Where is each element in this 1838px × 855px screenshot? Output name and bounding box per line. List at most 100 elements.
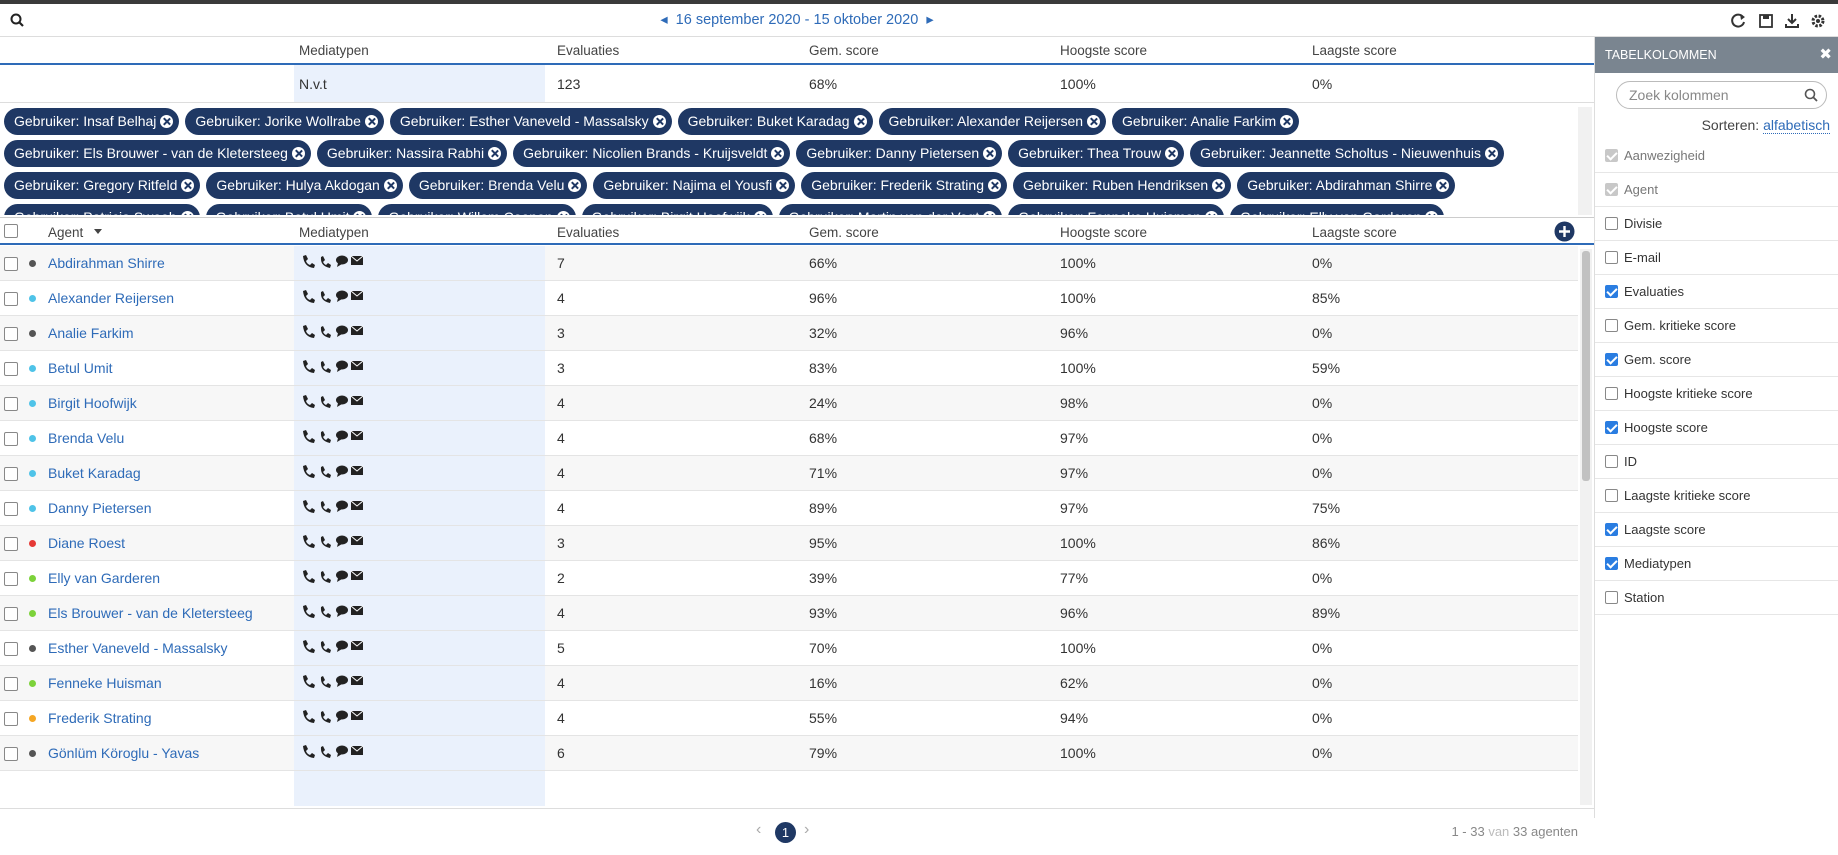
filter-chip[interactable]: Gebruiker: Jeannette Scholtus - Nieuwenh…: [1190, 140, 1505, 167]
column-checkbox[interactable]: [1605, 489, 1618, 502]
column-header[interactable]: Gem. score: [809, 225, 879, 240]
remove-filter[interactable]: [160, 115, 174, 128]
filter-chip[interactable]: Gebruiker: Thea Trouw: [1008, 140, 1185, 167]
remove-filter[interactable]: [1165, 147, 1179, 160]
next-page[interactable]: ›: [804, 821, 810, 838]
filter-chip[interactable]: Gebruiker: Ruben Hendriksen: [1012, 172, 1232, 199]
save-icon[interactable]: [1759, 14, 1773, 28]
column-option[interactable]: Laagste kritieke score: [1595, 479, 1838, 513]
column-option[interactable]: Hoogste score: [1595, 411, 1838, 445]
remove-filter[interactable]: [180, 211, 194, 215]
refresh-icon[interactable]: [1731, 13, 1745, 28]
remove-filter[interactable]: [771, 147, 785, 160]
search-icon[interactable]: [10, 13, 24, 27]
row-checkbox[interactable]: [4, 327, 18, 341]
row-checkbox[interactable]: [4, 712, 18, 726]
column-option[interactable]: Mediatypen: [1595, 547, 1838, 581]
row-checkbox[interactable]: [4, 292, 18, 306]
agent-name[interactable]: Analie Farkim: [48, 325, 134, 341]
filter-chip[interactable]: Gebruiker: Frederik Strating: [801, 172, 1007, 199]
remove-filter[interactable]: [753, 211, 767, 215]
filter-chip[interactable]: Gebruiker: Betul Umit: [205, 204, 373, 215]
date-range[interactable]: 16 september 2020 - 15 oktober 2020: [675, 12, 919, 28]
agent-name[interactable]: Abdirahman Shirre: [48, 255, 165, 271]
column-option[interactable]: E-mail: [1595, 241, 1838, 275]
next-arrow[interactable]: ▸: [926, 12, 934, 28]
column-search[interactable]: Zoek kolommen: [1616, 81, 1827, 109]
remove-filter[interactable]: [556, 211, 570, 215]
column-option[interactable]: Divisie: [1595, 207, 1838, 241]
remove-filter[interactable]: [353, 211, 367, 215]
close-panel[interactable]: ✖: [1819, 46, 1832, 63]
remove-filter[interactable]: [181, 179, 195, 192]
filter-chip[interactable]: Gebruiker: Martin van der Vogt: [778, 204, 1003, 215]
remove-filter[interactable]: [853, 115, 867, 128]
sort-value[interactable]: alfabetisch: [1763, 117, 1830, 134]
column-option[interactable]: Hoogste kritieke score: [1595, 377, 1838, 411]
column-checkbox[interactable]: [1605, 523, 1618, 536]
row-checkbox[interactable]: [4, 572, 18, 586]
row-checkbox[interactable]: [4, 502, 18, 516]
row-checkbox[interactable]: [4, 607, 18, 621]
row-checkbox[interactable]: [4, 397, 18, 411]
filter-chip[interactable]: Gebruiker: Buket Karadag: [677, 108, 873, 135]
column-header[interactable]: Laagste score: [1312, 225, 1397, 240]
agent-name[interactable]: Birgit Hoofwijk: [48, 395, 137, 411]
column-checkbox[interactable]: [1605, 285, 1618, 298]
agent-name[interactable]: Buket Karadag: [48, 465, 141, 481]
remove-filter[interactable]: [1280, 115, 1294, 128]
filter-chip[interactable]: Gebruiker: Patricia Sweeb: [4, 204, 200, 215]
remove-filter[interactable]: [1485, 147, 1499, 160]
remove-filter[interactable]: [776, 179, 790, 192]
column-checkbox[interactable]: [1605, 387, 1618, 400]
column-option[interactable]: Gem. score: [1595, 343, 1838, 377]
filter-chip[interactable]: Gebruiker: Danny Pietersen: [796, 140, 1003, 167]
agent-name[interactable]: Diane Roest: [48, 535, 126, 551]
select-all-checkbox[interactable]: [4, 224, 18, 238]
filter-chip[interactable]: Gebruiker: Insaf Belhaj: [4, 108, 180, 135]
filter-chip[interactable]: Gebruiker: Willem Coenen: [378, 204, 576, 215]
row-checkbox[interactable]: [4, 537, 18, 551]
column-option[interactable]: Gem. kritieke score: [1595, 309, 1838, 343]
column-option[interactable]: Evaluaties: [1595, 275, 1838, 309]
remove-filter[interactable]: [652, 115, 666, 128]
row-checkbox[interactable]: [4, 432, 18, 446]
remove-filter[interactable]: [983, 211, 997, 215]
filter-chip[interactable]: Gebruiker: Elly van Garderen: [1230, 204, 1445, 215]
column-option[interactable]: Laagste score: [1595, 513, 1838, 547]
filter-chip[interactable]: Gebruiker: Nicolien Brands - Kruijsveldt: [513, 140, 791, 167]
column-header[interactable]: Mediatypen: [299, 225, 369, 240]
column-checkbox[interactable]: [1605, 353, 1618, 366]
remove-filter[interactable]: [1212, 179, 1226, 192]
current-page[interactable]: 1: [775, 822, 796, 843]
agent-name[interactable]: Alexander Reijersen: [48, 290, 175, 306]
agent-name[interactable]: Gönlüm Köroglu - Yavas: [48, 745, 200, 761]
remove-filter[interactable]: [983, 147, 997, 160]
agent-name[interactable]: Betul Umit: [48, 360, 113, 376]
remove-filter[interactable]: [568, 179, 582, 192]
row-checkbox[interactable]: [4, 642, 18, 656]
filter-chip[interactable]: Gebruiker: Brenda Velu: [408, 172, 588, 199]
filter-chip[interactable]: Gebruiker: Nassira Rabhi: [316, 140, 508, 167]
row-checkbox[interactable]: [4, 362, 18, 376]
remove-filter[interactable]: [488, 147, 502, 160]
remove-filter[interactable]: [364, 115, 378, 128]
row-checkbox[interactable]: [4, 747, 18, 761]
column-option[interactable]: Station: [1595, 581, 1838, 615]
filter-chip[interactable]: Gebruiker: Gregory Ritfeld: [4, 172, 201, 199]
remove-filter[interactable]: [383, 179, 397, 192]
settings-icon[interactable]: [1811, 14, 1825, 28]
agent-name[interactable]: Danny Pietersen: [48, 500, 152, 516]
filter-chip[interactable]: Gebruiker: Esther Vaneveld - Massalsky: [389, 108, 672, 135]
column-checkbox[interactable]: [1605, 557, 1618, 570]
row-checkbox[interactable]: [4, 257, 18, 271]
column-checkbox[interactable]: [1605, 217, 1618, 230]
agent-name[interactable]: Brenda Velu: [48, 430, 125, 446]
filter-chip[interactable]: Gebruiker: Najima el Yousfi: [593, 172, 796, 199]
agent-name[interactable]: Els Brouwer - van de Kletersteeg: [48, 605, 253, 621]
remove-filter[interactable]: [291, 147, 305, 160]
remove-filter[interactable]: [987, 179, 1001, 192]
filter-chip[interactable]: Gebruiker: Alexander Reijersen: [878, 108, 1107, 135]
row-checkbox[interactable]: [4, 677, 18, 691]
column-checkbox[interactable]: [1605, 319, 1618, 332]
